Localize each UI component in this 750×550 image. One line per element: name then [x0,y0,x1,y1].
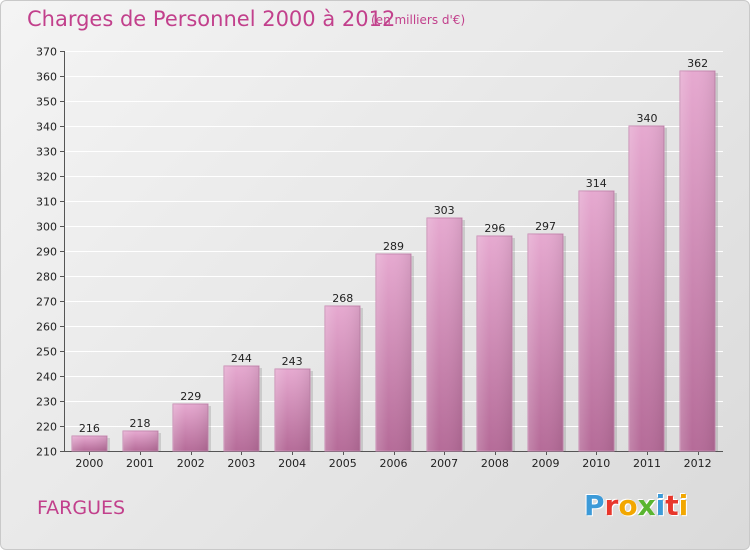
bar-2009 [527,233,566,452]
bars [71,70,718,452]
y-tick-label: 220 [36,421,57,434]
bar-shine [224,366,259,451]
logo-letter: P [584,489,605,522]
y-tick-label: 370 [36,46,57,59]
y-tick-label: 340 [36,121,57,134]
x-tick-label: 2000 [75,457,103,470]
proxiti-logo[interactable]: Proxiti [584,489,688,522]
x-tick-label: 2011 [633,457,661,470]
x-tick-label: 2009 [532,457,560,470]
bar-shine [376,254,411,451]
data-label: 218 [130,417,151,430]
bar-shine [579,191,614,451]
y-tick-label: 280 [36,271,57,284]
data-label: 268 [332,292,353,305]
y-tick-label: 350 [36,96,57,109]
data-label: 297 [535,220,556,233]
data-label: 216 [79,422,100,435]
logo-letter: r [604,489,619,522]
y-tick-label: 320 [36,171,57,184]
y-tick-label: 290 [36,246,57,259]
bar-2002 [172,403,211,452]
y-tick-label: 360 [36,71,57,84]
x-tick-label: 2005 [329,457,357,470]
data-label: 243 [282,355,303,368]
logo-letter: x [637,489,656,522]
bar-shine [275,369,310,451]
data-label: 296 [484,222,505,235]
data-label: 244 [231,352,252,365]
bar-shine [477,236,512,451]
bar-2007 [426,217,465,452]
data-label: 229 [180,390,201,403]
x-tick-label: 2007 [430,457,458,470]
logo-letter: i [678,489,689,522]
bar-shine [427,218,462,451]
data-label: 314 [586,177,607,190]
bar-shine [629,126,664,451]
y-tick-label: 230 [36,396,57,409]
x-tick-label: 2004 [278,457,306,470]
x-tick-label: 2006 [380,457,408,470]
data-label: 362 [687,57,708,70]
bar-shine [325,306,360,451]
data-label: 289 [383,240,404,253]
x-tick-label: 2008 [481,457,509,470]
y-tick-label: 330 [36,146,57,159]
y-tick-label: 310 [36,196,57,209]
x-tick-label: 2003 [227,457,255,470]
bar-shine [528,234,563,451]
bar-shine [123,431,158,451]
y-tick-label: 240 [36,371,57,384]
place-name: FARGUES [37,497,126,519]
bar-2000 [71,435,110,452]
x-tick-label: 2002 [177,457,205,470]
bar-2003 [223,365,262,452]
x-tick-label: 2001 [126,457,154,470]
y-tick-label: 250 [36,346,57,359]
data-label: 303 [434,204,455,217]
logo-letter: o [618,489,638,522]
y-tick-label: 210 [36,446,57,459]
y-tick-label: 300 [36,221,57,234]
bar-2011 [628,125,667,452]
chart-title: Charges de Personnel 2000 à 2012 [27,7,396,31]
bar-shine [680,71,715,451]
x-tick-label: 2010 [582,457,610,470]
data-labels: 216 218 229 244 243 268 289 303 296 297 314 340 362 [79,57,708,435]
x-tick-label: 2012 [684,457,712,470]
logo-letter: i [655,489,666,522]
bar-shine [72,436,107,451]
bar-2010 [578,190,617,452]
bar-2001 [122,430,161,452]
y-tick-label: 260 [36,321,57,334]
logo-letter: t [665,489,679,522]
data-label: 340 [636,112,657,125]
bar-2006 [375,253,414,452]
bar-2012 [679,70,718,452]
y-tick-label: 270 [36,296,57,309]
bar-2008 [476,235,515,452]
bar-2004 [274,368,313,452]
bar-shine [173,404,208,451]
bar-2005 [324,305,363,452]
chart-subtitle: (en milliers d'€) [371,13,466,27]
